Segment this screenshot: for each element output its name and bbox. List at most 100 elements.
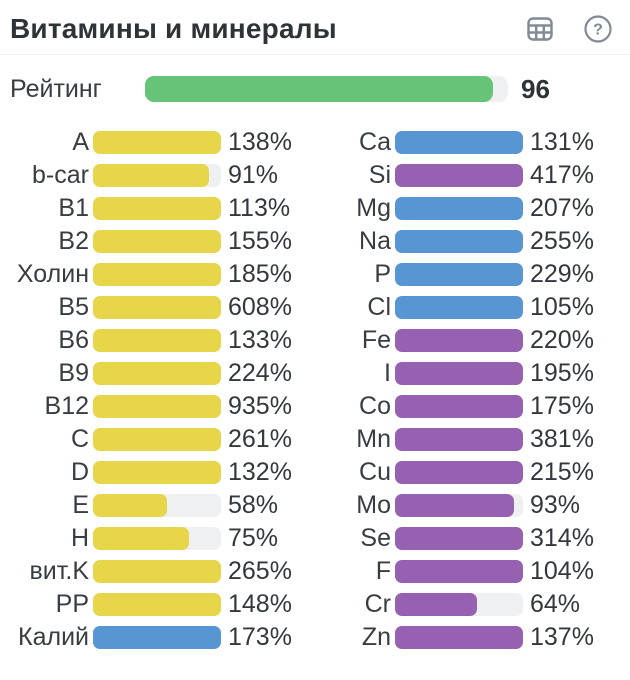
nutrient-value: 381% [530,425,594,453]
nutrient-bar [93,131,221,154]
nutrient-bar [395,626,523,649]
nutrient-row: B1 113% [10,194,315,222]
nutrient-value: 229% [530,260,594,288]
nutrient-label: B2 [58,227,89,255]
nutrient-value: 314% [530,524,594,552]
nutrient-bar [395,428,523,451]
nutrient-bar [395,131,523,154]
nutrient-row: Ca 131% [315,128,620,156]
nutrient-label: b-car [32,161,89,189]
nutrient-label: Cu [359,458,391,486]
nutrient-label: Mn [356,425,391,453]
nutrient-bar-fill [93,494,168,517]
nutrient-value: 185% [228,260,292,288]
nutrient-row: B12 935% [10,392,315,420]
nutrient-label: Na [359,227,391,255]
nutrient-bar [395,527,523,550]
table-view-button[interactable] [524,13,556,45]
nutrient-label: I [384,359,391,387]
nutrient-row: A 138% [10,128,315,156]
nutrient-value: 148% [228,590,292,618]
nutrient-label: B12 [44,392,89,420]
nutrient-bar-fill [395,197,523,220]
column-minerals: Ca 131% Si 417% Mg 207% Na 255% P 229% C [315,128,620,659]
nutrient-bar [93,593,221,616]
nutrient-value: 137% [530,623,594,651]
nutrient-value: 58% [228,491,279,519]
nutrient-label: Zn [361,623,391,651]
nutrient-bar [395,593,523,616]
nutrient-value: 215% [530,458,594,486]
nutrient-bar [93,362,221,385]
nutrient-columns: A 138% b-car 91% B1 113% B2 155% Холин 1… [0,128,630,659]
nutrient-bar [395,362,523,385]
nutrient-row: Калий 173% [10,623,315,651]
nutrient-label: Cr [364,590,391,618]
nutrient-value: 175% [530,392,594,420]
nutrient-bar-fill [395,131,523,154]
nutrient-row: Холин 185% [10,260,315,288]
nutrient-value: 195% [530,359,594,387]
nutrient-label: Mg [356,194,391,222]
nutrient-bar [93,296,221,319]
nutrient-row: E 58% [10,491,315,519]
nutrient-label: F [375,557,391,585]
nutrient-bar-fill [93,527,189,550]
nutrient-bar-fill [395,560,523,583]
nutrient-label: Калий [18,623,89,651]
nutrient-bar [93,329,221,352]
nutrient-value: 132% [228,458,292,486]
nutrient-row: Mg 207% [315,194,620,222]
nutrient-value: 417% [530,161,594,189]
table-icon [525,14,555,44]
nutrient-bar-fill [93,593,221,616]
nutrient-bar [93,527,221,550]
nutrient-row: b-car 91% [10,161,315,189]
column-vitamins: A 138% b-car 91% B1 113% B2 155% Холин 1… [10,128,315,659]
nutrient-label: Ca [359,128,391,156]
nutrient-bar-fill [395,527,523,550]
nutrient-bar [93,395,221,418]
nutrient-value: 91% [228,161,279,189]
nutrient-bar-fill [93,329,221,352]
nutrient-label: B6 [58,326,89,354]
nutrient-value: 224% [228,359,292,387]
nutrient-row: Cl 105% [315,293,620,321]
nutrient-bar-fill [395,164,523,187]
nutrient-bar [93,197,221,220]
rating-value: 96 [521,73,550,104]
nutrient-row: Cu 215% [315,458,620,486]
nutrient-bar-fill [93,560,221,583]
nutrient-bar-fill [395,263,523,286]
nutrient-value: 155% [228,227,292,255]
nutrient-value: 173% [228,623,292,651]
nutrient-bar-fill [93,197,221,220]
nutrient-bar-fill [395,296,523,319]
nutrient-value: 261% [228,425,292,453]
nutrient-bar [395,164,523,187]
nutrient-row: вит.K 265% [10,557,315,585]
nutrient-row: Mn 381% [315,425,620,453]
nutrient-row: Si 417% [315,161,620,189]
nutrient-row: C 261% [10,425,315,453]
nutrient-label: C [70,425,89,453]
nutrient-value: 265% [228,557,292,585]
nutrient-label: вит.K [29,557,89,585]
nutrient-bar [93,263,221,286]
nutrient-bar [93,428,221,451]
nutrient-bar [395,197,523,220]
nutrient-bar-fill [93,461,221,484]
nutrient-bar-fill [93,164,210,187]
nutrient-bar [93,461,221,484]
nutrient-bar [395,395,523,418]
nutrient-bar-fill [93,230,221,253]
nutrient-row: D 132% [10,458,315,486]
nutrient-bar [395,296,523,319]
nutrient-value: 220% [530,326,594,354]
help-button[interactable]: ? [582,13,614,45]
nutrient-row: I 195% [315,359,620,387]
nutrient-row: Na 255% [315,227,620,255]
nutrient-row: H 75% [10,524,315,552]
nutrient-label: Co [359,392,391,420]
nutrient-label: PP [55,590,89,618]
